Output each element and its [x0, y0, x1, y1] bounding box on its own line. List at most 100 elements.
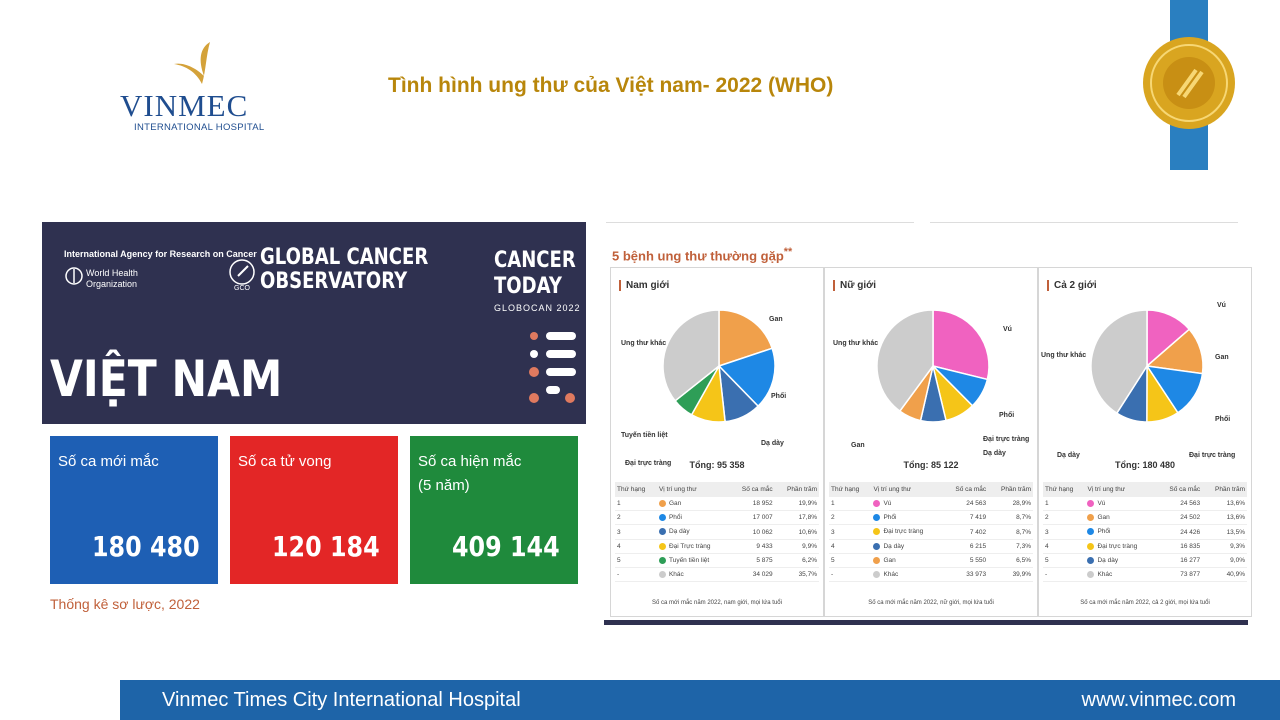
cell-pct: 6,2%: [774, 553, 819, 569]
legend-dot-icon: [873, 500, 881, 507]
globocan-header: International Agency for Research on Can…: [42, 222, 586, 424]
legend-dot-icon: [1087, 542, 1095, 550]
pie-label: Gan: [851, 442, 865, 449]
footer-bar: Vinmec Times City International Hospital…: [120, 680, 1280, 720]
pie-label: Ung thư khác: [621, 340, 667, 347]
col-pct: Phần trăm: [1202, 482, 1247, 497]
jci-seal-icon: [1143, 0, 1235, 170]
cell-site: Đại trực tràng: [1085, 539, 1157, 554]
dot-pattern-icon: [529, 332, 576, 403]
stat-prevalence: Số ca hiện mắc (5 năm) 409 144: [410, 436, 578, 584]
cell-rank: 5: [615, 553, 657, 569]
site-name: Khác: [1097, 571, 1113, 579]
cell-cases: 7 419: [942, 510, 989, 526]
gco-title: GLOBAL CANCER OBSERVATORY: [260, 246, 465, 294]
site-name: Phổi: [1097, 528, 1111, 536]
pie-label: Phổi: [1215, 416, 1231, 423]
col-site: Vị trí ung thư: [656, 482, 730, 497]
cell-pct: 40,9%: [1202, 567, 1247, 583]
stat-value: 180 480: [92, 530, 200, 563]
site-name: Gan: [668, 500, 682, 508]
col-pct: Phần trăm: [988, 482, 1033, 497]
card-female: Nữ giới Vú Phổi Đại trực tràng Dạ dày Gan Ung …: [824, 267, 1038, 617]
pie-label: Vú: [1217, 302, 1226, 309]
cell-cases: 10 062: [729, 524, 775, 540]
pie-label: Dạ dày: [1057, 452, 1080, 459]
cell-site: Gan: [871, 553, 943, 569]
cell-site: Dạ dày: [1085, 553, 1157, 569]
stat-value: 120 184: [272, 530, 380, 563]
table-row: - Khác 34 029 35,7%: [615, 567, 819, 583]
pie-slice: [932, 309, 990, 381]
cell-rank: 1: [829, 497, 872, 512]
cell-site: Đại trực tràng: [871, 524, 943, 540]
col-rank: Thứ hạng: [829, 482, 872, 497]
cell-rank: 4: [615, 539, 657, 554]
stat-value: 409 144: [452, 530, 560, 563]
cell-pct: 10,6%: [774, 524, 819, 540]
card-header: Cả 2 giới: [1047, 280, 1097, 291]
panel-title-sup: **: [783, 246, 793, 258]
gco-line2: OBSERVATORY: [260, 269, 408, 294]
cell-pct: 7,3%: [988, 539, 1033, 554]
cell-cases: 16 835: [1156, 539, 1203, 554]
site-name: Dạ dày: [668, 528, 690, 536]
legend-dot-icon: [1087, 556, 1095, 564]
cell-cases: 16 277: [1156, 553, 1203, 569]
pie-total: Tổng: 95 358: [689, 460, 745, 470]
cell-cases: 18 952: [729, 497, 775, 512]
legend-dot-icon: [658, 514, 666, 522]
cell-site: Tuyến tiền liệt: [656, 553, 730, 569]
card-header: Nam giới: [619, 280, 669, 291]
cell-pct: 39,9%: [988, 567, 1033, 583]
globocan-year: GLOBOCAN 2022: [494, 303, 581, 313]
stat-deaths: Số ca tử vong 120 184: [230, 436, 398, 584]
cell-cases: 73 877: [1156, 567, 1203, 583]
cell-rank: 2: [1043, 510, 1086, 526]
cell-cases: 7 402: [942, 524, 989, 540]
cell-pct: 9,9%: [774, 539, 819, 554]
iarc-label: International Agency for Research on Can…: [64, 249, 257, 259]
table-note: Số ca mới mắc năm 2022, nữ giới, mọi lứa…: [868, 600, 994, 606]
legend-dot-icon: [1087, 528, 1095, 536]
table-row: - Khác 33 973 39,9%: [829, 567, 1033, 583]
pie-label: Ung thư khác: [833, 340, 879, 347]
table-row: 2 Phổi 17 007 17,8%: [615, 510, 819, 526]
pie-label: Đại trực tràng: [983, 436, 1030, 443]
legend-dot-icon: [658, 571, 666, 579]
legend-dot-icon: [873, 556, 881, 564]
cell-cases: 24 563: [942, 497, 989, 512]
cell-rank: 1: [615, 497, 657, 512]
card-male: Nam giới Gan Phổi Dạ dày Đại trực tràng Tuyến…: [610, 267, 824, 617]
cell-cases: 9 433: [729, 539, 775, 554]
cell-cases: 6 215: [942, 539, 989, 554]
pie-label: Gan: [769, 316, 783, 323]
cell-site: Phổi: [1085, 524, 1157, 540]
top-cancers-panel: 5 bệnh ung thư thường gặp** Nam giới Gan P…: [604, 222, 1252, 628]
site-name: Gan: [1097, 514, 1110, 522]
globocan-summary-panel: International Agency for Research on Can…: [42, 222, 586, 628]
cell-cases: 17 007: [729, 510, 775, 526]
pie-label: Dạ dày: [983, 450, 1006, 457]
pie-slice: [1090, 309, 1148, 415]
cell-rank: -: [1043, 567, 1086, 583]
who-emblem-icon: [65, 267, 83, 285]
pie-chart: [876, 309, 990, 423]
cancer-today-line1: CANCER: [494, 248, 576, 273]
pie-label: Gan: [1215, 354, 1229, 361]
cell-site: Dạ dày: [656, 524, 730, 540]
pie-chart: [662, 309, 776, 423]
cell-cases: 33 973: [942, 567, 989, 583]
table-row: 1 Gan 18 952 19,9%: [615, 497, 819, 512]
table-row: - Khác 73 877 40,9%: [1043, 567, 1247, 583]
footer-website[interactable]: www.vinmec.com: [1081, 689, 1236, 711]
col-site: Vị trí ung thư: [1085, 482, 1157, 497]
table-row: 5 Dạ dày 16 277 9,0%: [1043, 553, 1247, 569]
stat-label: Số ca tử vong: [238, 453, 332, 470]
cancer-table: Thứ hạng Vị trí ung thư Số ca mắc Phần trăm…: [829, 482, 1033, 583]
cell-cases: 34 029: [729, 567, 775, 583]
legend-dot-icon: [873, 542, 881, 550]
legend-dot-icon: [1087, 571, 1095, 579]
table-note: Số ca mới mắc năm 2022, nam giới, mọi lứ…: [652, 600, 782, 606]
site-name: Đại trực tràng: [1097, 542, 1138, 550]
